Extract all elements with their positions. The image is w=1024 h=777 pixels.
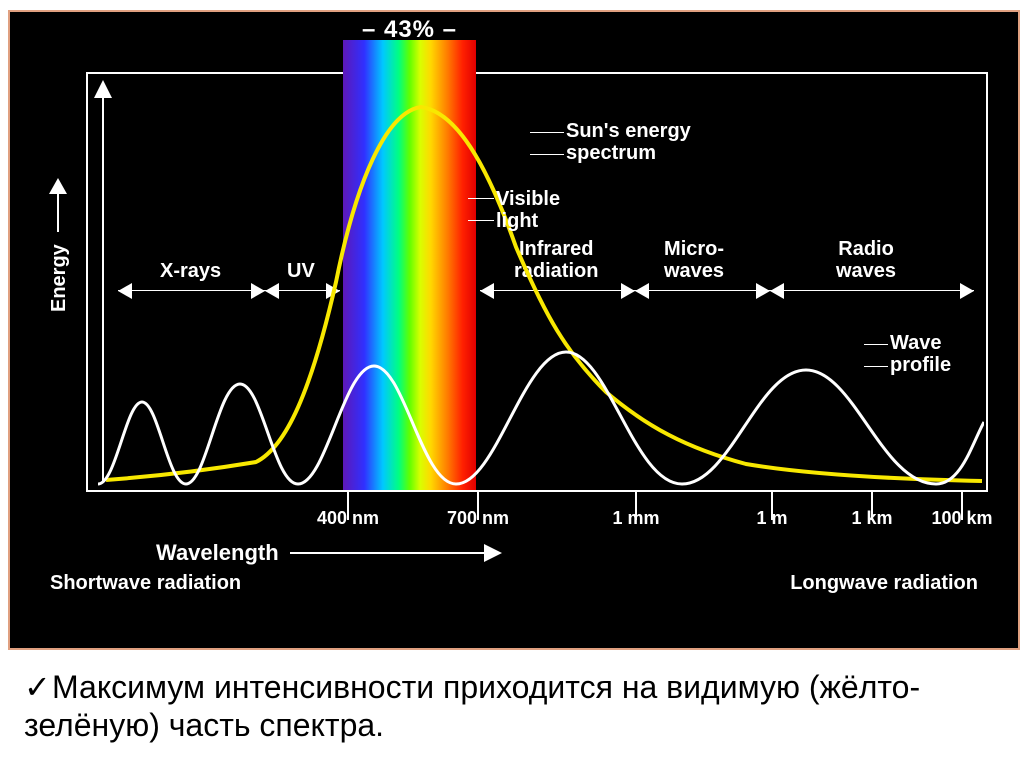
region-label: Radiowaves: [836, 238, 896, 282]
region-arrow-left: [770, 283, 784, 299]
plot-frame: [86, 72, 988, 492]
region-range-line: [118, 290, 265, 291]
region-arrow-right: [326, 283, 340, 299]
region-arrow-right: [756, 283, 770, 299]
x-axis-label: Wavelength: [156, 540, 279, 566]
annotation-sun-spectrum-leader: [530, 132, 564, 133]
region-label: Micro-waves: [664, 238, 724, 282]
x-tick-label: 700 nm: [447, 508, 509, 529]
longwave-label: Longwave radiation: [790, 572, 978, 595]
annotation-wave-profile-leader: [864, 366, 888, 367]
annotation-sun-spectrum: Sun's energyspectrum: [566, 120, 691, 164]
x-tick-label: 1 m: [756, 508, 787, 529]
region-range-line: [635, 290, 770, 291]
y-axis-arrow: [102, 82, 104, 482]
checkmark-icon: ✓: [24, 668, 52, 706]
region-arrow-right: [960, 283, 974, 299]
annotation-visible-light-leader: [468, 220, 494, 221]
x-axis-arrow: [290, 552, 500, 554]
visible-spectrum-band: [343, 40, 476, 490]
caption-text: Максимум интенсивности приходится на вид…: [24, 669, 920, 743]
y-axis-label: Energy: [48, 244, 71, 312]
region-arrow-left: [635, 283, 649, 299]
region-label: X-rays: [160, 260, 221, 282]
x-tick-label: 400 nm: [317, 508, 379, 529]
annotation-wave-profile: Waveprofile: [890, 332, 951, 376]
annotation-visible-light: Visiblelight: [496, 188, 560, 232]
x-tick-label: 100 km: [931, 508, 992, 529]
region-arrow-right: [621, 283, 635, 299]
region-arrow-right: [251, 283, 265, 299]
x-tick-label: 1 km: [851, 508, 892, 529]
spectrum-chart: 43% Energy X-rays UV Infraredradiation Micr…: [8, 10, 1020, 650]
annotation-wave-profile-leader: [864, 344, 888, 345]
slide-caption: ✓Максимум интенсивности приходится на ви…: [0, 650, 1024, 745]
y-axis-label-text: Energy: [48, 244, 70, 312]
shortwave-label: Shortwave radiation: [50, 572, 241, 595]
region-arrow-left: [118, 283, 132, 299]
x-tick-label: 1 mm: [612, 508, 659, 529]
region-range-line: [480, 290, 635, 291]
annotation-sun-spectrum-leader: [530, 154, 564, 155]
annotation-visible-light-leader: [468, 198, 494, 199]
region-label: UV: [287, 260, 315, 282]
region-range-line: [770, 290, 974, 291]
percentage-label: 43%: [343, 16, 476, 44]
region-label: Infraredradiation: [514, 238, 598, 282]
region-arrow-left: [480, 283, 494, 299]
region-arrow-left: [265, 283, 279, 299]
